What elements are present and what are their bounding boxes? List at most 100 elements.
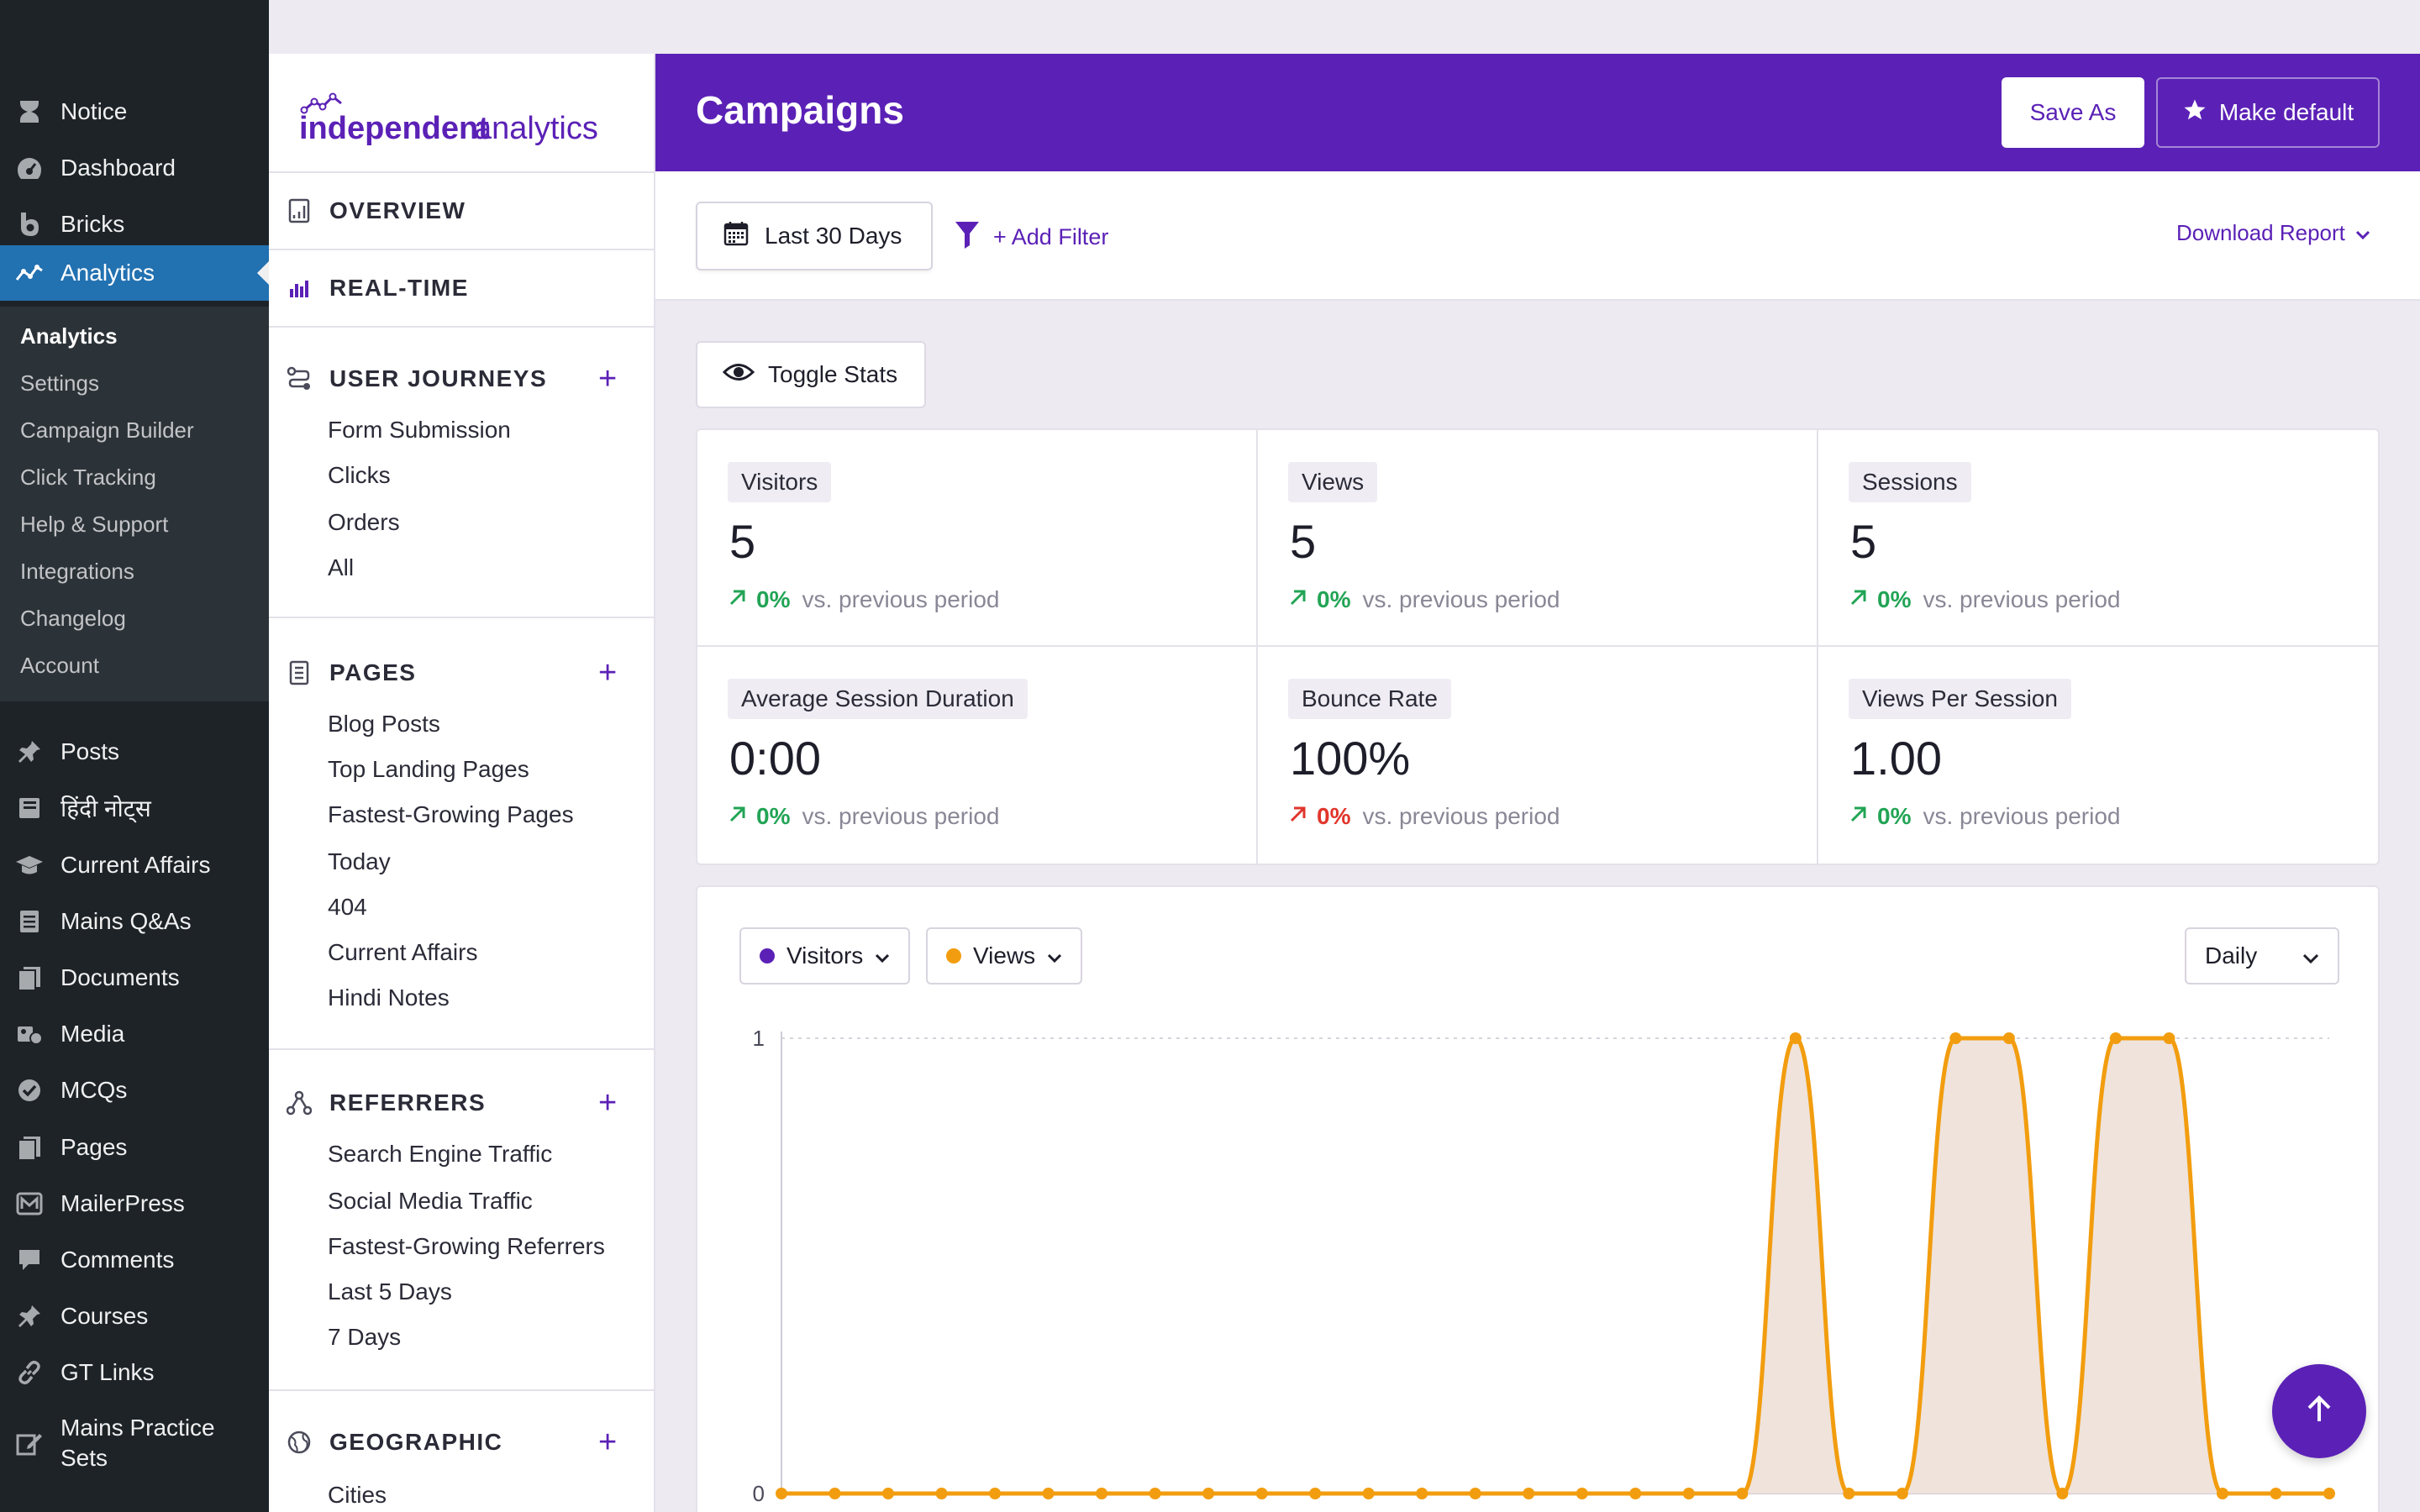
wp-menu-dashboard-1[interactable]: Dashboard	[0, 140, 269, 196]
nav-link[interactable]: Top Landing Pages	[328, 756, 529, 782]
wp-menu-label: Posts	[60, 738, 120, 764]
toggle-stats-button[interactable]: Toggle Stats	[696, 341, 926, 408]
secondary-metric-select[interactable]: Views	[926, 927, 1083, 984]
wp-menu-pin-4[interactable]: Posts	[0, 724, 269, 780]
nav-link[interactable]: Last 5 Days	[328, 1278, 452, 1305]
wp-menu-bricks-2[interactable]: Bricks	[0, 197, 269, 252]
nav-link[interactable]: Social Media Traffic	[328, 1188, 533, 1214]
stat-change-percent: 0%	[1317, 586, 1351, 612]
wp-menu-hourglass-0[interactable]: Notice	[0, 84, 269, 139]
visitors-legend-dot	[760, 948, 775, 963]
wp-menu-check-circle-10[interactable]: MCQs	[0, 1063, 269, 1118]
nav-link[interactable]: Form Submission	[328, 417, 511, 443]
network-icon	[286, 1089, 313, 1116]
wp-submenu-item[interactable]: Account	[20, 653, 99, 678]
wp-menu-pages-8[interactable]: Documents	[0, 950, 269, 1005]
wp-menu-graduation-cap-6[interactable]: Current Affairs	[0, 837, 269, 893]
nav-link[interactable]: Current Affairs	[328, 939, 478, 965]
nav-geographic[interactable]: GEOGRAPHIC	[286, 1421, 502, 1463]
views-data-point	[1789, 1032, 1802, 1044]
stat-label: Visitors	[728, 462, 832, 502]
nav-link[interactable]: Search Engine Traffic	[328, 1141, 553, 1167]
toggle-stats-label: Toggle Stats	[768, 361, 898, 387]
wp-menu-edit-16[interactable]: Mains Practice Sets	[0, 1401, 269, 1485]
wp-submenu-item[interactable]: Analytics	[20, 323, 118, 349]
nav-link[interactable]: Hindi Notes	[328, 984, 450, 1011]
nav-link[interactable]: 7 Days	[328, 1324, 402, 1350]
stat-change-suffix: vs. previous period	[1362, 803, 1560, 829]
stat-value: 1.00	[1850, 732, 1942, 785]
add-referrer-report-button[interactable]: +	[598, 1085, 618, 1121]
report-toolbar: Last 30 Days + Add Filter Download Repor…	[655, 171, 2420, 301]
wp-menu-book-5[interactable]: हिंदी नोट्स	[0, 780, 269, 836]
wp-submenu-item[interactable]: Changelog	[20, 606, 126, 631]
views-data-point	[1949, 1032, 1962, 1044]
chevron-down-icon	[2302, 942, 2319, 969]
eye-icon	[722, 361, 755, 389]
stat-label: Bounce Rate	[1288, 679, 1451, 719]
views-data-point	[1523, 1488, 1535, 1499]
nav-referrers[interactable]: REFERRERS	[286, 1082, 486, 1124]
stat-value: 100%	[1290, 732, 1411, 785]
nav-link[interactable]: Orders	[328, 509, 400, 535]
arrow-up-right-icon	[728, 803, 748, 830]
wp-submenu-item[interactable]: Click Tracking	[20, 465, 156, 490]
save-as-button[interactable]: Save As	[2002, 77, 2144, 148]
wp-menu-label: Courses	[60, 1303, 149, 1329]
date-range-button[interactable]: Last 30 Days	[696, 202, 933, 270]
interval-select[interactable]: Daily	[2185, 927, 2339, 984]
y-tick-label: 1	[753, 1026, 765, 1051]
stat-card-visitors: Visitors 5 0% vs. previous period	[697, 430, 1257, 646]
wp-menu-analytics-3[interactable]: Analytics	[0, 245, 269, 301]
views-data-point	[1416, 1488, 1428, 1499]
chevron-down-icon	[1047, 942, 1062, 969]
wp-menu-label: GT Links	[60, 1359, 155, 1385]
primary-metric-select[interactable]: Visitors	[739, 927, 911, 984]
analytics-submenu: Analytics Settings Campaign Builder Click T…	[0, 307, 269, 701]
wp-menu-document-7[interactable]: Mains Q&As	[0, 894, 269, 949]
nav-pages-label: PAGES	[329, 659, 417, 685]
globe-icon	[286, 1429, 313, 1456]
nav-link[interactable]: Today	[328, 848, 391, 874]
nav-realtime-label: REAL-TIME	[329, 275, 469, 301]
add-geographic-report-button[interactable]: +	[598, 1425, 618, 1460]
wp-submenu-item[interactable]: Help & Support	[20, 512, 169, 537]
wp-menu-pages-11[interactable]: Pages	[0, 1120, 269, 1175]
download-report-button[interactable]: Download Report	[2176, 220, 2370, 246]
wp-menu-pin-14[interactable]: Courses	[0, 1289, 269, 1344]
ia-logo[interactable]: independent analytics	[299, 87, 618, 155]
nav-link[interactable]: Blog Posts	[328, 711, 440, 737]
scroll-to-top-button[interactable]	[2272, 1364, 2366, 1458]
nav-link[interactable]: Clicks	[328, 462, 391, 488]
page-header: Campaigns Save As Make default	[655, 54, 2420, 171]
wp-menu-media-9[interactable]: Media	[0, 1006, 269, 1062]
wp-menu-mail-12[interactable]: MailerPress	[0, 1176, 269, 1231]
add-filter-label: + Add Filter	[993, 223, 1109, 249]
nav-link[interactable]: 404	[328, 894, 367, 920]
wp-menu-link-15[interactable]: GT Links	[0, 1345, 269, 1400]
wp-menu-label: Dashboard	[60, 155, 176, 181]
nav-overview-label: OVERVIEW	[329, 197, 466, 223]
wp-submenu-item[interactable]: Integrations	[20, 559, 134, 584]
add-user-journey-button[interactable]: +	[598, 361, 618, 396]
filter-icon	[955, 220, 980, 255]
nav-realtime[interactable]: REAL-TIME	[286, 267, 469, 309]
add-filter-button[interactable]: + Add Filter	[955, 218, 1108, 255]
views-data-point	[935, 1488, 948, 1499]
wp-submenu-item[interactable]: Campaign Builder	[20, 417, 194, 443]
wp-submenu-item[interactable]: Settings	[20, 370, 99, 396]
arrow-up-right-icon	[1288, 803, 1308, 830]
add-page-report-button[interactable]: +	[598, 655, 618, 690]
nav-link[interactable]: Fastest-Growing Referrers	[328, 1233, 605, 1259]
nav-user-journeys[interactable]: USER JOURNEYS	[286, 358, 547, 400]
stat-change-suffix: vs. previous period	[1923, 586, 2121, 612]
nav-overview[interactable]: OVERVIEW	[286, 190, 466, 232]
nav-link[interactable]: Cities	[328, 1482, 387, 1508]
nav-link[interactable]: All	[328, 554, 355, 580]
nav-pages[interactable]: PAGES	[286, 652, 416, 694]
wp-menu-comment-13[interactable]: Comments	[0, 1232, 269, 1288]
nav-link[interactable]: Fastest-Growing Pages	[328, 801, 574, 827]
make-default-button[interactable]: Make default	[2156, 77, 2380, 148]
views-data-point	[1309, 1488, 1322, 1499]
